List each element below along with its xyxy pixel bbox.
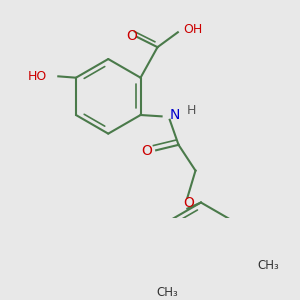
Text: CH₃: CH₃ [157, 286, 178, 298]
Text: CH₃: CH₃ [258, 260, 279, 272]
Text: N: N [170, 108, 180, 122]
Text: OH: OH [183, 23, 202, 36]
Text: O: O [126, 28, 137, 43]
Text: O: O [183, 196, 194, 210]
Text: O: O [141, 144, 152, 158]
Text: HO: HO [28, 70, 47, 83]
Text: H: H [187, 104, 196, 117]
